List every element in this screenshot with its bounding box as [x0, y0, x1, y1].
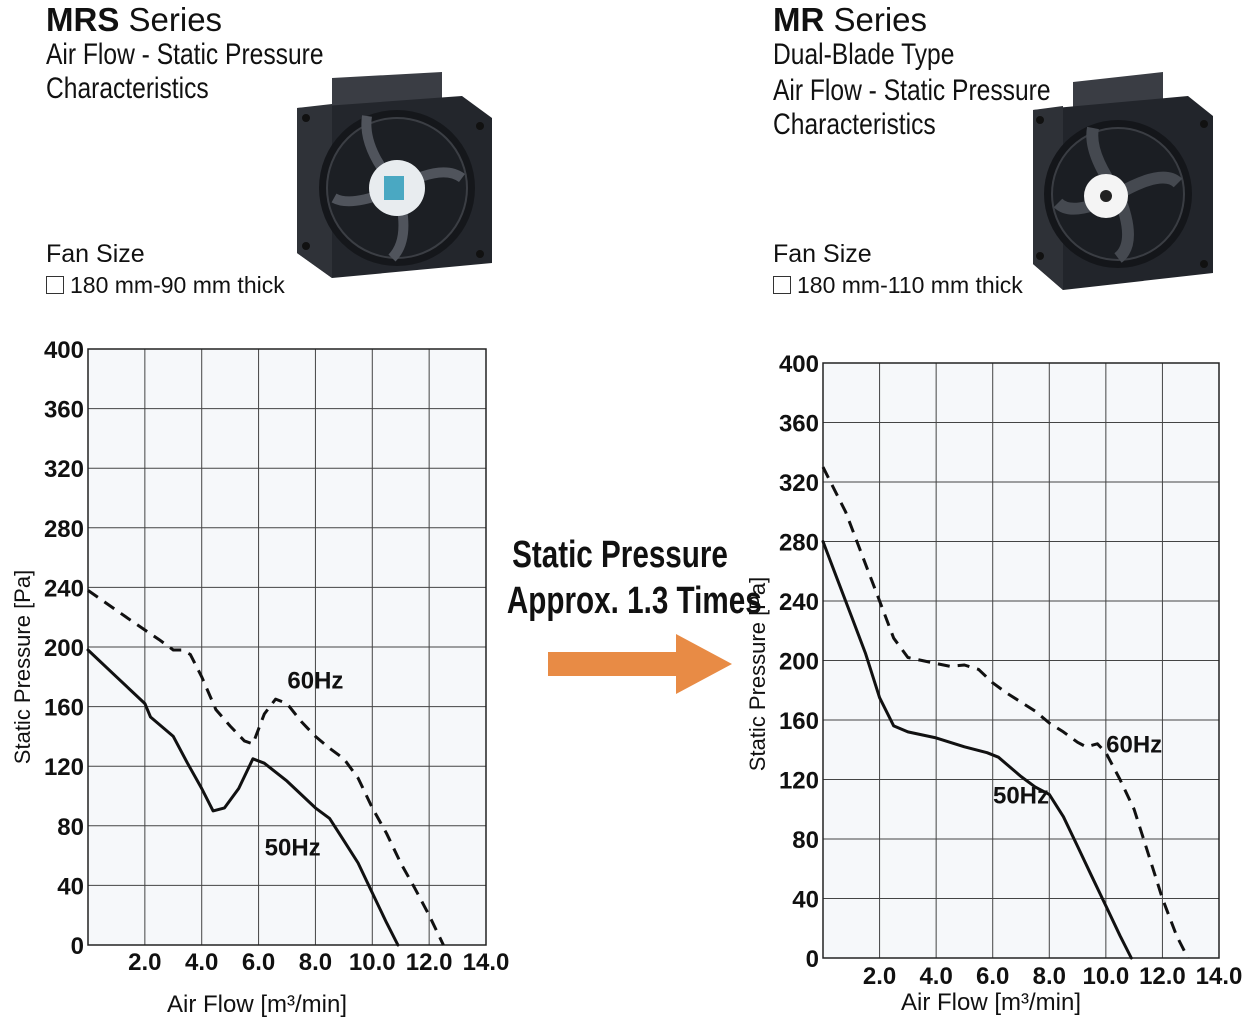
- left-xtick-label: 4.0: [185, 949, 218, 976]
- right-ytick-label: 80: [792, 827, 819, 854]
- left-plot-frame: [87, 348, 487, 946]
- right-series-label-50hz: 50Hz: [993, 782, 1049, 809]
- right-series-line-60hz: [821, 466, 1190, 959]
- right-subtitle-line-1: Dual-Blade Type: [773, 38, 955, 71]
- left-fan-size-label: Fan Size: [46, 240, 145, 268]
- left-ytick-label: 120: [44, 754, 84, 781]
- right-xtick-label: 6.0: [976, 963, 1009, 990]
- right-ytick-label: 240: [779, 589, 819, 616]
- comparison-line-2: Approx. 1.3 Times: [506, 580, 762, 622]
- left-series-line-50hz: [86, 648, 400, 947]
- right-xtick-label: 10.0: [1082, 963, 1129, 990]
- left-ytick-label: 400: [44, 337, 84, 364]
- left-series-line-60hz: [87, 589, 445, 946]
- left-ytick-label: 320: [44, 456, 84, 483]
- right-ytick-label: 280: [779, 530, 819, 557]
- right-ytick-label: 160: [779, 708, 819, 735]
- left-chart: 0 40 80 120 160 200 240 280 320 360 400 2.0 4.0 6.0 8.…: [10, 337, 510, 1018]
- left-series-title: MRS Series: [46, 2, 222, 38]
- left-series-label-50hz: 50Hz: [265, 835, 321, 862]
- right-fan-size-value: 180 mm-110 mm thick: [797, 272, 1023, 298]
- right-xtick-label: 2.0: [863, 963, 896, 990]
- right-subtitle-line-3: Characteristics: [773, 108, 936, 141]
- right-ytick-label: 320: [779, 470, 819, 497]
- right-plot-frame: [822, 362, 1220, 959]
- left-ytick-label: 160: [44, 695, 84, 722]
- comparison-line-1: Static Pressure: [512, 534, 728, 576]
- left-ytick-label: 280: [44, 516, 84, 543]
- right-ytick-label: 200: [779, 649, 819, 676]
- right-xtick-label: 12.0: [1139, 963, 1186, 990]
- left-fan-size-value: 180 mm-90 mm thick: [70, 272, 285, 298]
- left-xtick-label: 10.0: [349, 949, 396, 976]
- left-ytick-label: 200: [44, 635, 84, 662]
- right-xtick-label: 14.0: [1196, 963, 1243, 990]
- left-x-axis-label: Air Flow [m³/min]: [167, 991, 347, 1018]
- right-ytick-label: 40: [792, 887, 819, 914]
- left-xtick-label: 12.0: [406, 949, 453, 976]
- left-ytick-label: 240: [44, 575, 84, 602]
- right-xtick-label: 8.0: [1033, 963, 1066, 990]
- right-series-label-60hz: 60Hz: [1106, 732, 1162, 759]
- right-x-axis-label: Air Flow [m³/min]: [901, 989, 1081, 1016]
- right-series-title-bold: MR: [773, 1, 825, 38]
- left-ytick-label: 0: [71, 933, 84, 960]
- left-y-axis-label: Static Pressure [Pa]: [10, 570, 35, 764]
- right-series-line-50hz: [821, 540, 1133, 960]
- right-subtitle-line-2: Air Flow - Static Pressure: [773, 74, 1051, 107]
- right-y-axis-label: Static Pressure [Pa]: [745, 577, 770, 771]
- right-fan-size: 180 mm-110 mm thick: [773, 272, 1023, 298]
- right-fan-size-label: Fan Size: [773, 240, 872, 268]
- mr-fan-image: [1033, 72, 1213, 290]
- left-xtick-label: 2.0: [128, 949, 161, 976]
- left-ytick-label: 360: [44, 397, 84, 424]
- left-ytick-label: 40: [57, 873, 84, 900]
- left-xtick-label: 14.0: [463, 949, 510, 976]
- left-subtitle-line-2: Characteristics: [46, 72, 209, 105]
- mrs-fan-image: [297, 72, 492, 278]
- right-fan-size-checkbox[interactable]: [773, 276, 791, 294]
- left-fan-size-checkbox[interactable]: [46, 276, 64, 294]
- left-fan-size: 180 mm-90 mm thick: [46, 272, 285, 298]
- right-series-title: MR Series: [773, 2, 927, 38]
- left-ytick-label: 80: [57, 814, 84, 841]
- right-chart: 0 40 80 120 160 200 240 280 320 360 400 2.0 4.0 6.0 8.…: [745, 351, 1243, 1016]
- left-series-title-bold: MRS: [46, 1, 120, 38]
- left-xtick-label: 6.0: [242, 949, 275, 976]
- left-series-title-rest: Series: [119, 1, 223, 38]
- right-series-title-rest: Series: [824, 1, 928, 38]
- left-xtick-label: 8.0: [299, 949, 332, 976]
- right-arrow-icon: [548, 634, 732, 694]
- right-ytick-label: 120: [779, 768, 819, 795]
- right-ytick-label: 360: [779, 411, 819, 438]
- right-ytick-label: 0: [806, 946, 819, 973]
- comparison-callout: Static Pressure Approx. 1.3 Times: [475, 532, 765, 624]
- right-ytick-label: 400: [779, 351, 819, 378]
- left-series-label-60hz: 60Hz: [287, 668, 343, 695]
- left-subtitle-line-1: Air Flow - Static Pressure: [46, 38, 324, 71]
- right-xtick-label: 4.0: [919, 963, 952, 990]
